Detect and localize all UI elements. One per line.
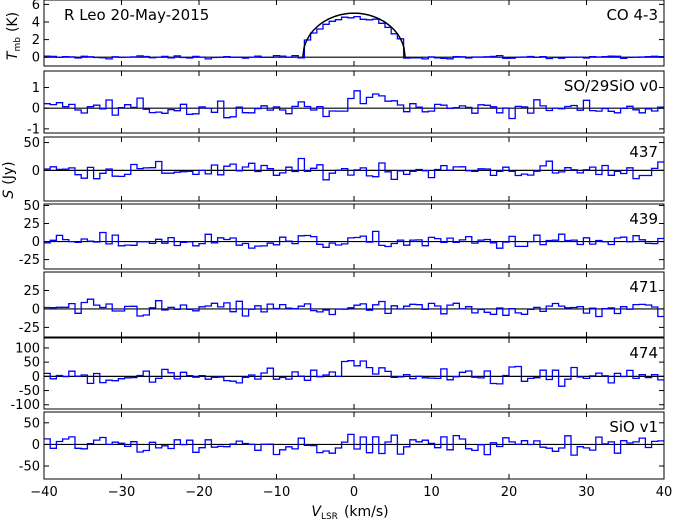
y-tick-label: 50 xyxy=(23,356,40,371)
spectrum-line xyxy=(44,90,664,120)
y-tick-label: 100 xyxy=(15,341,40,356)
y-tick-label: 0 xyxy=(32,235,40,250)
panel-4: 50 25 0 -25 439 xyxy=(19,199,665,270)
y-tick-label: 4 xyxy=(32,16,40,31)
y-tick-label: 0 xyxy=(32,51,40,66)
shared-y-axis-title: S (Jy) xyxy=(1,161,17,198)
x-tick-label: 0 xyxy=(350,485,358,500)
x-tick-label: −40 xyxy=(30,485,57,500)
y-tick-label: -50 xyxy=(19,460,40,475)
y-tick-label: -50 xyxy=(19,384,40,399)
panel-frame xyxy=(43,203,665,270)
x-tick-label: 20 xyxy=(501,485,518,500)
x-axis-title-main: V xyxy=(311,504,322,520)
panel-frame xyxy=(43,271,665,338)
y-tick-label: 1 xyxy=(32,81,40,96)
panel-label: 439 xyxy=(629,210,658,228)
co-y-axis-title-sub: mb xyxy=(13,37,23,52)
co-y-axis-title-units: (K) xyxy=(5,12,21,32)
y-tick-label: 0 xyxy=(32,164,40,179)
x-tick-label: −30 xyxy=(108,485,135,500)
y-tick-label: 2 xyxy=(32,33,40,48)
y-tick-label: 0 xyxy=(32,438,40,453)
y-tick-label: 50 xyxy=(23,199,40,214)
panel-label: SiO v1 xyxy=(609,418,658,436)
x-axis-title-units: (km/s) xyxy=(344,504,389,520)
x-tick-label: 10 xyxy=(423,485,440,500)
y-tick-label: 50 xyxy=(23,136,40,151)
spectrum-line xyxy=(44,157,664,181)
panel-label: 474 xyxy=(629,344,658,362)
panel-2: 1 0 -1 SO/29SiO v0 xyxy=(27,70,665,137)
y-tick-label: 6 xyxy=(32,0,40,13)
y-tick-label: 0 xyxy=(32,370,40,385)
y-tick-label: 25 xyxy=(23,217,40,232)
co-y-axis-title-main: T xyxy=(5,50,21,60)
spectrum-line xyxy=(44,360,664,387)
y-tick-label: -100 xyxy=(10,398,40,413)
spectrum-line xyxy=(44,298,664,318)
fit-curve xyxy=(302,12,406,58)
y-tick-label: -1 xyxy=(27,122,40,137)
panel-label: CO 4-3 xyxy=(606,6,658,24)
y-tick-label: 0 xyxy=(32,302,40,317)
x-tick-label: −10 xyxy=(263,485,290,500)
x-tick-label: 30 xyxy=(578,485,595,500)
panel-1: 6 4 2 0 CO 4-3 xyxy=(32,0,665,67)
panel-label: 437 xyxy=(629,143,658,161)
y-tick-label: 25 xyxy=(23,284,40,299)
y-tick-label: 50 xyxy=(23,416,40,431)
y-tick-label: -25 xyxy=(19,321,40,336)
panel-label: SO/29SiO v0 xyxy=(564,77,658,95)
panel-5: 25 0 -25 471 xyxy=(19,271,665,338)
spectrum-line xyxy=(44,433,664,456)
chart-title: R Leo 20-May-2015 xyxy=(64,6,209,24)
x-tick-label: −20 xyxy=(185,485,212,500)
y-tick-label: -25 xyxy=(19,253,40,268)
spectrum-line xyxy=(44,230,664,249)
spectrum-line xyxy=(44,15,664,60)
panel-label: 471 xyxy=(629,278,658,296)
shared-y-axis-title-units: (Jy) xyxy=(1,161,17,184)
x-axis-title-sub: LSR xyxy=(321,512,338,522)
panel-3: 50 0 437 xyxy=(23,136,665,202)
shared-y-axis-title-main: S xyxy=(1,190,17,199)
x-tick-label: 40 xyxy=(656,485,673,500)
y-tick-label: 0 xyxy=(32,102,40,117)
panel-7: 50 0 -50 SiO v1 xyxy=(19,411,665,480)
x-axis-title: VLSR (km/s) xyxy=(311,504,388,522)
co-y-axis-title: Tmb (K) xyxy=(5,12,23,60)
